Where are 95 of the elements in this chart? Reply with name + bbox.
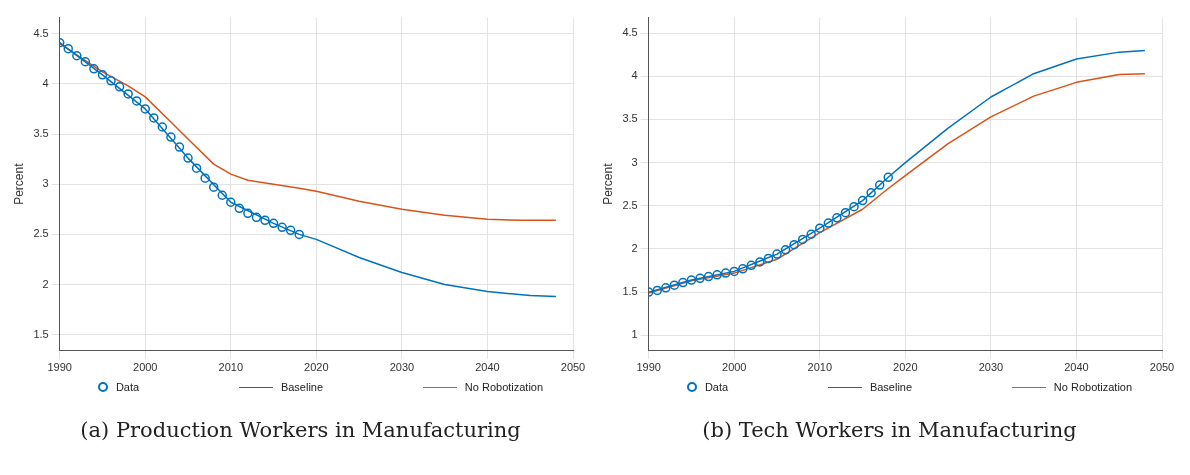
text: (a) Production Workers in Manufacturing — [79, 418, 522, 442]
point — [80, 57, 91, 67]
y-tick-label: 3 — [631, 155, 638, 168]
legend-label: Baseline — [869, 381, 913, 393]
point — [217, 190, 227, 200]
point — [738, 264, 748, 274]
x-tick-label: 2010 — [218, 361, 244, 374]
y-tick-label: 2.5 — [622, 198, 638, 211]
point — [806, 229, 816, 240]
point — [268, 218, 279, 229]
point — [149, 113, 159, 123]
point — [140, 104, 150, 114]
y-tick-label: 4 — [631, 69, 638, 82]
point — [686, 275, 697, 285]
y-tick-label: 1.5 — [622, 285, 638, 298]
point — [832, 213, 842, 223]
point — [251, 212, 262, 223]
point — [789, 239, 799, 250]
point — [106, 76, 116, 86]
point — [661, 283, 671, 293]
point — [191, 163, 202, 173]
legend-label: Baseline — [280, 381, 324, 393]
x-tick-label: 2050 — [560, 361, 586, 374]
point — [695, 273, 705, 284]
point — [712, 270, 722, 280]
x-tick-label: 2040 — [475, 361, 500, 374]
point — [746, 260, 757, 271]
point — [208, 182, 219, 192]
y-tick-label: 3.5 — [33, 127, 49, 140]
point — [866, 188, 876, 198]
x-tick-label: 2030 — [978, 361, 1004, 374]
point — [226, 197, 236, 208]
point — [669, 280, 680, 290]
legend-label: Data — [115, 381, 140, 393]
text: (b) Tech Workers in Manufacturing — [701, 418, 1078, 442]
point — [729, 266, 739, 277]
point — [260, 215, 270, 226]
point — [678, 277, 688, 288]
point — [755, 257, 765, 267]
legend-label: Data — [704, 381, 729, 393]
y-tick-label: 2 — [631, 241, 638, 254]
x-tick-label: 2010 — [807, 361, 833, 374]
y-tick-label: 3.5 — [622, 112, 638, 125]
y-tick-label: 3 — [42, 177, 49, 190]
point — [772, 249, 782, 259]
x-tick-label: 2000 — [133, 361, 158, 374]
y-axis-title: Percent — [600, 162, 615, 205]
y-tick-label: 4.5 — [33, 26, 49, 39]
point — [857, 195, 868, 206]
point — [123, 89, 133, 99]
y-tick-label: 4 — [42, 76, 49, 89]
point — [89, 64, 99, 74]
point — [797, 234, 808, 245]
y-tick-label: 2 — [42, 277, 49, 290]
x-tick-label: 2020 — [893, 361, 918, 374]
point — [277, 222, 287, 233]
x-tick-label: 2020 — [304, 361, 329, 374]
point — [883, 172, 893, 183]
point — [97, 70, 108, 80]
x-tick-label: 2050 — [1149, 361, 1175, 374]
legend-label: No Robotization — [464, 381, 544, 393]
y-tick-label: 1.5 — [33, 327, 49, 340]
point — [703, 271, 714, 282]
x-tick-label: 2030 — [389, 361, 415, 374]
y-tick-label: 2.5 — [33, 227, 49, 240]
point — [652, 285, 662, 296]
x-tick-label: 1990 — [636, 361, 661, 374]
point — [157, 122, 168, 132]
point — [114, 82, 125, 92]
point — [200, 173, 210, 183]
y-axis-title: Percent — [11, 162, 26, 205]
y-tick-label: 4.5 — [622, 26, 638, 39]
point — [720, 268, 731, 278]
point — [243, 208, 253, 219]
point — [849, 201, 859, 212]
x-tick-label: 2040 — [1064, 361, 1089, 374]
point — [763, 253, 774, 264]
point — [72, 50, 82, 61]
point — [131, 96, 142, 106]
point — [166, 132, 176, 142]
point — [823, 218, 834, 228]
legend-label: No Robotization — [1053, 381, 1133, 393]
point — [63, 43, 73, 54]
point — [183, 153, 193, 163]
point — [294, 229, 304, 240]
point — [234, 203, 245, 214]
point — [874, 180, 885, 190]
y-tick-label: 1 — [631, 328, 638, 341]
point — [780, 245, 791, 255]
point — [815, 223, 825, 233]
point — [285, 225, 296, 236]
point — [174, 142, 185, 152]
point — [840, 207, 851, 218]
x-tick-label: 2000 — [722, 361, 747, 374]
x-tick-label: 1990 — [47, 361, 72, 374]
